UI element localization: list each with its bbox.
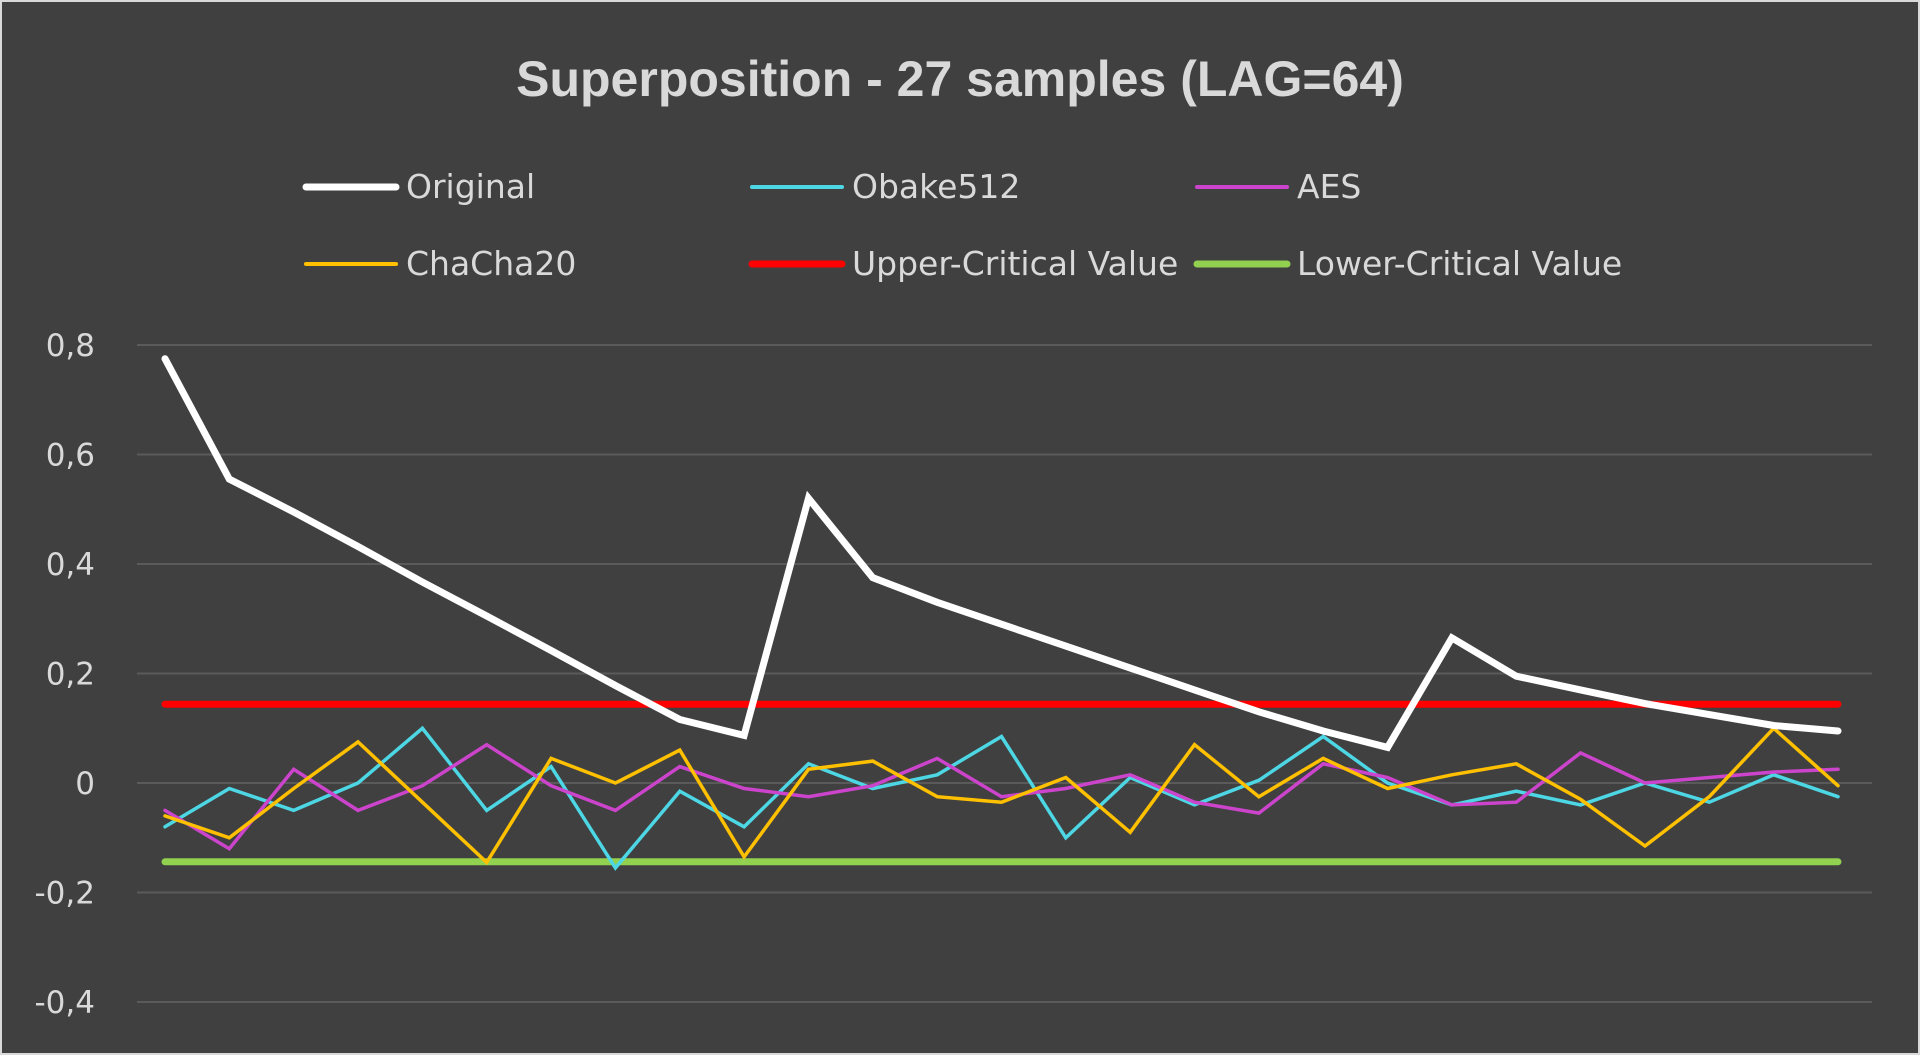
y-axis-ticks: 0,8 0,6 0,4 0,2 0 -0,2 -0,4 bbox=[35, 328, 96, 1021]
series-line-aes bbox=[163, 742, 1840, 851]
series-group bbox=[161, 355, 1842, 871]
legend-item-upper-critical-value: Upper-Critical Value bbox=[748, 244, 1178, 283]
legend: Original Obake512 AES ChaCha20 Upper-Critica… bbox=[302, 167, 1622, 283]
legend-label: Upper-Critical Value bbox=[852, 244, 1178, 283]
legend-item-aes: AES bbox=[1195, 167, 1361, 206]
series-line-chacha20 bbox=[163, 725, 1840, 866]
legend-label: AES bbox=[1297, 167, 1361, 206]
series-line-original bbox=[161, 355, 1842, 752]
y-tick-label: 0,2 bbox=[46, 657, 95, 693]
legend-item-obake512: Obake512 bbox=[750, 167, 1020, 206]
legend-label: Original bbox=[406, 167, 535, 206]
legend-item-original: Original bbox=[302, 167, 535, 206]
series-line-obake512 bbox=[163, 725, 1840, 871]
gridlines bbox=[137, 344, 1872, 1003]
y-tick-label: 0,8 bbox=[46, 328, 95, 364]
y-tick-label: -0,2 bbox=[35, 876, 96, 912]
legend-item-chacha20: ChaCha20 bbox=[304, 244, 576, 283]
legend-label: Obake512 bbox=[852, 167, 1020, 206]
legend-label: Lower-Critical Value bbox=[1297, 244, 1622, 283]
legend-label: ChaCha20 bbox=[406, 244, 576, 283]
y-tick-label: 0,6 bbox=[46, 438, 95, 474]
y-tick-label: 0 bbox=[75, 766, 95, 802]
chart-title: Superposition - 27 samples (LAG=64) bbox=[516, 51, 1404, 107]
y-tick-label: 0,4 bbox=[46, 547, 95, 583]
y-tick-label: -0,4 bbox=[35, 985, 96, 1021]
legend-item-lower-critical-value: Lower-Critical Value bbox=[1193, 244, 1622, 283]
